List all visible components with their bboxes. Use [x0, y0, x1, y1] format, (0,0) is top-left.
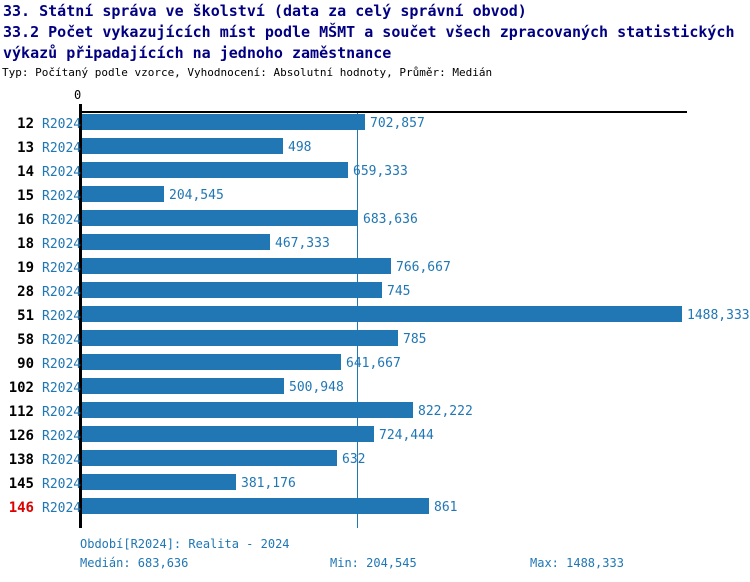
row-period-label: R2024 — [42, 309, 82, 324]
row-period-label: R2024 — [42, 381, 82, 396]
chart-row: 51 R2024 1488,333 — [0, 305, 750, 329]
row-category-label: 13 — [17, 140, 34, 156]
report-title: 33. Státní správa ve školství (data za c… — [3, 2, 527, 20]
y-axis-line — [79, 104, 82, 528]
bar-value-label: 861 — [434, 500, 458, 515]
report-subtitle-line1: 33.2 Počet vykazujících míst podle MŠMT … — [3, 23, 735, 41]
report-type-info: Typ: Počítaný podle vzorce, Vyhodnocení:… — [2, 66, 493, 79]
row-period-label: R2024 — [42, 117, 82, 132]
bar-value-label: 381,176 — [241, 476, 296, 491]
chart-row: 13 R2024 498 — [0, 137, 750, 161]
bar-value-label: 683,636 — [363, 212, 418, 227]
row-period-label: R2024 — [42, 285, 82, 300]
row-period-label: R2024 — [42, 501, 82, 516]
chart-row: 16 R2024 683,636 — [0, 209, 750, 233]
chart-row: 112 R2024 822,222 — [0, 401, 750, 425]
bar — [82, 330, 398, 346]
footer-median: Medián: 683,636 — [80, 556, 189, 570]
row-period-label: R2024 — [42, 357, 82, 372]
row-category-label: 112 — [8, 404, 34, 420]
row-period-label: R2024 — [42, 477, 82, 492]
bar — [82, 210, 358, 226]
row-category-label: 12 — [17, 116, 34, 132]
bar — [82, 258, 391, 274]
chart-row: 138 R2024 632 — [0, 449, 750, 473]
bar — [82, 450, 337, 466]
x-axis-line — [79, 111, 687, 113]
row-category-label: 18 — [17, 236, 34, 252]
bar-value-label: 500,948 — [289, 380, 344, 395]
row-category-label: 15 — [17, 188, 34, 204]
row-period-label: R2024 — [42, 453, 82, 468]
row-category-label: 16 — [17, 212, 34, 228]
bar-value-label: 659,333 — [353, 164, 408, 179]
row-category-label: 138 — [8, 452, 34, 468]
row-period-label: R2024 — [42, 189, 82, 204]
row-period-label: R2024 — [42, 237, 82, 252]
footer-max: Max: 1488,333 — [530, 556, 624, 570]
bar-value-label: 766,667 — [396, 260, 451, 275]
bar-value-label: 467,333 — [275, 236, 330, 251]
chart-row: 126 R2024 724,444 — [0, 425, 750, 449]
bar — [82, 354, 341, 370]
chart-row: 28 R2024 745 — [0, 281, 750, 305]
row-period-label: R2024 — [42, 429, 82, 444]
chart-rows: 12 R2024 702,857 13 R2024 498 14 R2024 659,333 15… — [0, 113, 750, 521]
bar-value-label: 1488,333 — [687, 308, 750, 323]
bar — [82, 498, 429, 514]
chart-row: 146 R2024 861 — [0, 497, 750, 521]
row-category-label: 90 — [17, 356, 34, 372]
row-category-label: 14 — [17, 164, 34, 180]
bar — [82, 114, 365, 130]
bar — [82, 426, 374, 442]
row-category-label: 19 — [17, 260, 34, 276]
chart-row: 19 R2024 766,667 — [0, 257, 750, 281]
bar-value-label: 632 — [342, 452, 366, 467]
row-category-label: 102 — [8, 380, 34, 396]
bar-value-label: 745 — [387, 284, 411, 299]
chart-row: 18 R2024 467,333 — [0, 233, 750, 257]
row-category-label: 145 — [8, 476, 34, 492]
chart-row: 14 R2024 659,333 — [0, 161, 750, 185]
bar — [82, 306, 682, 322]
bar-value-label: 498 — [288, 140, 312, 155]
row-period-label: R2024 — [42, 213, 82, 228]
row-category-label: 51 — [17, 308, 34, 324]
chart-row: 12 R2024 702,857 — [0, 113, 750, 137]
chart-row: 102 R2024 500,948 — [0, 377, 750, 401]
chart-row: 58 R2024 785 — [0, 329, 750, 353]
row-period-label: R2024 — [42, 405, 82, 420]
row-category-label: 28 — [17, 284, 34, 300]
footer-min: Min: 204,545 — [330, 556, 417, 570]
row-period-label: R2024 — [42, 141, 82, 156]
chart-row: 90 R2024 641,667 — [0, 353, 750, 377]
row-category-label: 58 — [17, 332, 34, 348]
bar-value-label: 822,222 — [418, 404, 473, 419]
bar-value-label: 724,444 — [379, 428, 434, 443]
row-period-label: R2024 — [42, 261, 82, 276]
bar — [82, 234, 270, 250]
bar-value-label: 204,545 — [169, 188, 224, 203]
row-period-label: R2024 — [42, 165, 82, 180]
axis-zero-label: 0 — [74, 88, 82, 102]
report-subtitle-line2: výkazů připadajících na jednoho zaměstna… — [3, 44, 392, 62]
footer-period: Období[R2024]: Realita - 2024 — [80, 537, 290, 551]
chart-row: 15 R2024 204,545 — [0, 185, 750, 209]
bar — [82, 162, 348, 178]
row-category-label: 146 — [8, 500, 34, 516]
row-period-label: R2024 — [42, 333, 82, 348]
bar-value-label: 641,667 — [346, 356, 401, 371]
bar — [82, 474, 236, 490]
bar — [82, 378, 284, 394]
bar — [82, 186, 164, 202]
bar — [82, 402, 413, 418]
bar — [82, 282, 382, 298]
chart-row: 145 R2024 381,176 — [0, 473, 750, 497]
bar — [82, 138, 283, 154]
bar-value-label: 785 — [403, 332, 427, 347]
bar-value-label: 702,857 — [370, 116, 425, 131]
row-category-label: 126 — [8, 428, 34, 444]
